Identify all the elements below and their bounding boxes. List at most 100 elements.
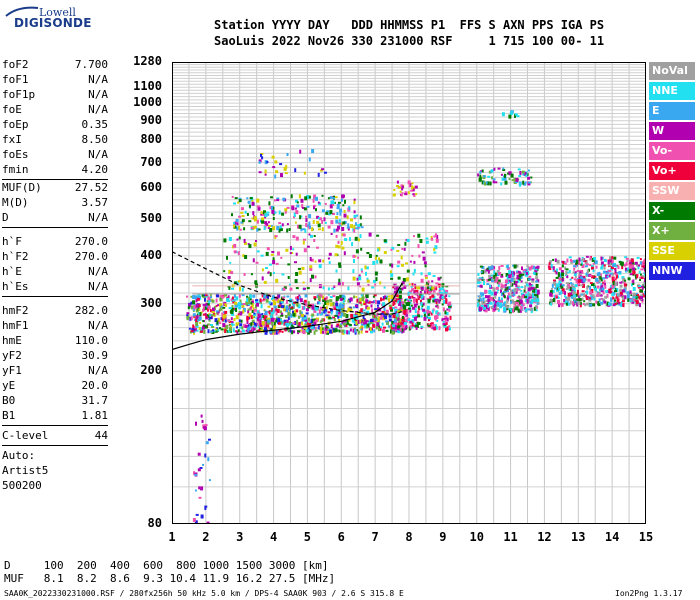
echo-point <box>195 513 199 516</box>
echo-point <box>533 306 536 311</box>
echo-point <box>579 279 582 283</box>
echo-point <box>395 314 399 316</box>
echo-point <box>410 189 414 192</box>
echo-point <box>478 304 481 307</box>
echo-point <box>257 206 261 211</box>
echo-point <box>555 276 559 279</box>
echo-point <box>233 318 236 321</box>
echo-point <box>275 318 278 323</box>
echo-point <box>626 259 629 262</box>
param-value: 282.0 <box>74 304 108 317</box>
echo-point <box>206 302 210 307</box>
echo-point <box>329 210 333 215</box>
echo-point <box>445 299 448 304</box>
echo-point <box>264 213 268 218</box>
echo-point <box>201 293 204 297</box>
echo-point <box>489 181 492 186</box>
echo-point <box>309 329 312 333</box>
echo-point <box>229 306 232 309</box>
echo-point <box>322 306 326 310</box>
footer-version: Ion2Png 1.3.17 <box>615 589 683 598</box>
echo-point <box>604 282 606 286</box>
echo-point <box>327 287 330 291</box>
echo-point <box>530 309 533 314</box>
echo-point <box>337 240 340 244</box>
echo-point <box>441 318 444 322</box>
echo-point <box>250 322 253 327</box>
echo-point <box>356 277 359 281</box>
echo-point <box>397 300 400 304</box>
echo-point <box>603 266 606 270</box>
echo-point <box>318 264 322 269</box>
echo-point <box>575 300 578 304</box>
echo-point <box>313 239 316 242</box>
echo-point <box>397 186 401 189</box>
echo-point <box>576 282 580 286</box>
echo-point <box>582 258 585 260</box>
echo-point <box>220 305 223 308</box>
echo-point <box>227 285 231 288</box>
echo-point <box>240 221 244 224</box>
echo-point <box>219 295 223 298</box>
param-row-foe: foE N/A <box>2 103 108 118</box>
echo-point <box>488 301 491 305</box>
echo-point <box>589 264 592 266</box>
echo-point <box>270 196 273 199</box>
echo-point <box>388 313 392 318</box>
echo-point <box>584 265 588 268</box>
echo-point <box>396 265 400 268</box>
echo-point <box>346 322 350 325</box>
echo-point <box>414 289 418 292</box>
echo-point <box>241 287 244 292</box>
echo-point <box>239 330 243 333</box>
echo-point <box>486 303 489 305</box>
echo-point <box>314 275 317 279</box>
echo-point <box>288 283 291 286</box>
echo-point <box>342 322 346 326</box>
echo-point <box>498 296 501 301</box>
echo-point <box>357 330 360 335</box>
echo-point <box>238 197 242 200</box>
echo-point <box>444 310 447 315</box>
echo-point <box>264 160 268 165</box>
echo-point <box>510 308 514 313</box>
echo-point <box>357 226 360 229</box>
echo-point <box>485 268 489 272</box>
echo-point <box>405 318 409 323</box>
echo-point <box>283 322 286 326</box>
echo-point <box>531 278 535 283</box>
echo-point <box>476 280 480 284</box>
echo-point <box>392 300 396 305</box>
echo-point <box>323 309 326 314</box>
echo-point <box>193 305 197 310</box>
echo-point <box>249 197 253 200</box>
echo-point <box>314 329 318 332</box>
echo-point <box>262 318 265 320</box>
echo-point <box>219 306 222 309</box>
echo-point <box>558 280 562 284</box>
echo-point <box>495 276 499 280</box>
echo-point <box>207 323 210 326</box>
echo-point <box>407 191 410 195</box>
echo-point <box>269 330 273 334</box>
echo-point <box>336 296 340 300</box>
echo-point <box>438 299 441 304</box>
echo-point <box>515 287 519 291</box>
echo-point <box>412 315 415 318</box>
echo-point <box>211 326 215 328</box>
echo-point <box>238 215 242 218</box>
echo-point <box>246 295 248 298</box>
echo-point <box>390 324 393 327</box>
echo-point <box>282 197 286 201</box>
echo-point <box>366 310 370 314</box>
echo-point <box>585 296 589 301</box>
echo-point <box>640 268 644 271</box>
echo-point <box>277 318 281 323</box>
echo-point <box>331 197 335 200</box>
echo-point <box>636 256 640 259</box>
echo-point <box>312 318 315 321</box>
echo-point <box>295 272 299 276</box>
echo-point <box>267 317 271 321</box>
echo-point <box>634 293 638 298</box>
echo-point <box>238 199 242 203</box>
